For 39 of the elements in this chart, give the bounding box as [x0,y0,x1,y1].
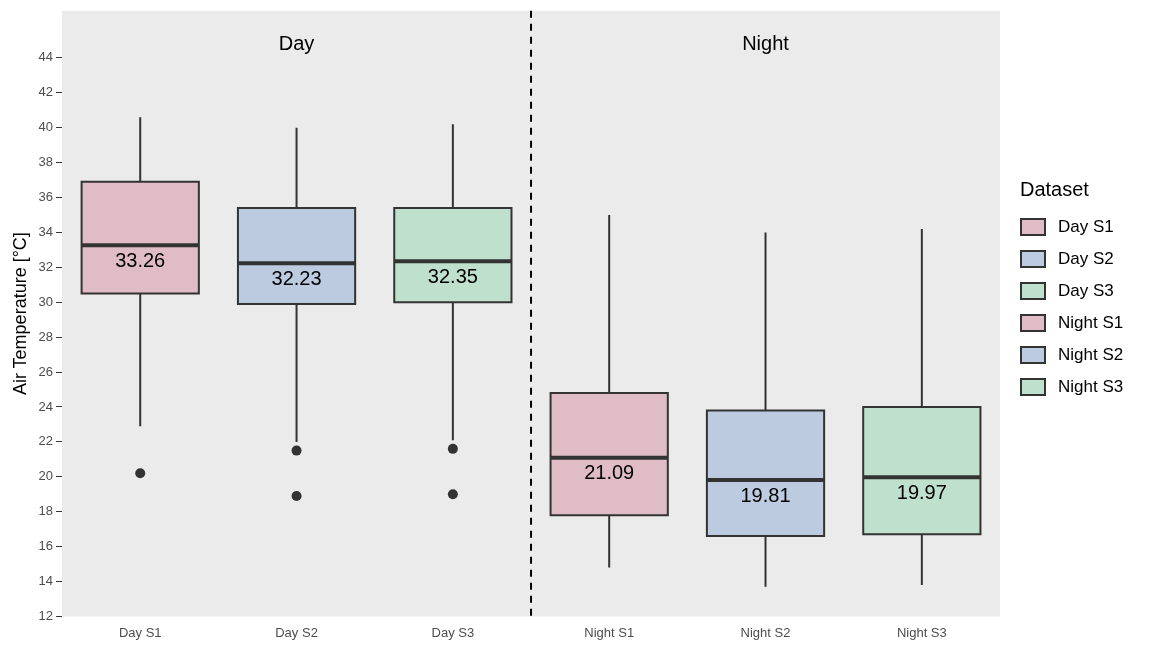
legend-label: Day S2 [1058,249,1114,269]
y-tick-label: 20 [38,468,54,484]
y-tick-label: 22 [38,433,54,449]
text: 32.23 [271,266,322,289]
x-tick-label: Night S3 [896,624,947,640]
y-tick-label: 26 [38,363,54,379]
y-tick-label: 32 [38,258,54,274]
text: 33.26 [115,248,166,271]
annotation: Night [742,32,790,55]
x-tick-label: Night S1 [584,624,635,640]
y-tick-label: 36 [38,189,54,205]
text: 32.35 [427,264,478,287]
y-tick-label: 44 [38,49,54,65]
text: 19.81 [740,483,791,506]
annotation: Day [278,32,315,55]
x-tick-label: Day S2 [275,624,318,640]
y-tick-label: 40 [38,119,54,135]
x-tick-label: Day S1 [118,624,162,640]
y-tick-label: 16 [38,538,54,554]
y-tick-label: 12 [38,607,54,623]
y-tick-label: 42 [38,84,54,100]
y-tick-label: 24 [38,398,54,414]
y-axis-title: Air Temperature [°C] [9,232,30,396]
x-tick-label: Night S2 [740,624,791,640]
legend-label: Day S3 [1058,281,1114,301]
y-tick-label: 18 [38,503,54,519]
x-tick-label: Day S3 [431,624,475,640]
text: 21.09 [584,461,635,484]
legend-label: Day S1 [1058,217,1114,237]
text: 19.97 [896,480,947,503]
legend-title: Dataset [1020,178,1090,201]
y-tick-label: 14 [38,573,54,589]
legend-label: Night S2 [1058,345,1124,365]
legend-label: Night S1 [1058,313,1124,333]
y-tick-label: 34 [38,224,54,240]
legend-label: Night S3 [1058,377,1124,397]
y-tick-label: 38 [38,154,54,170]
y-tick-label: 30 [38,293,54,309]
y-tick-label: 28 [38,328,54,344]
